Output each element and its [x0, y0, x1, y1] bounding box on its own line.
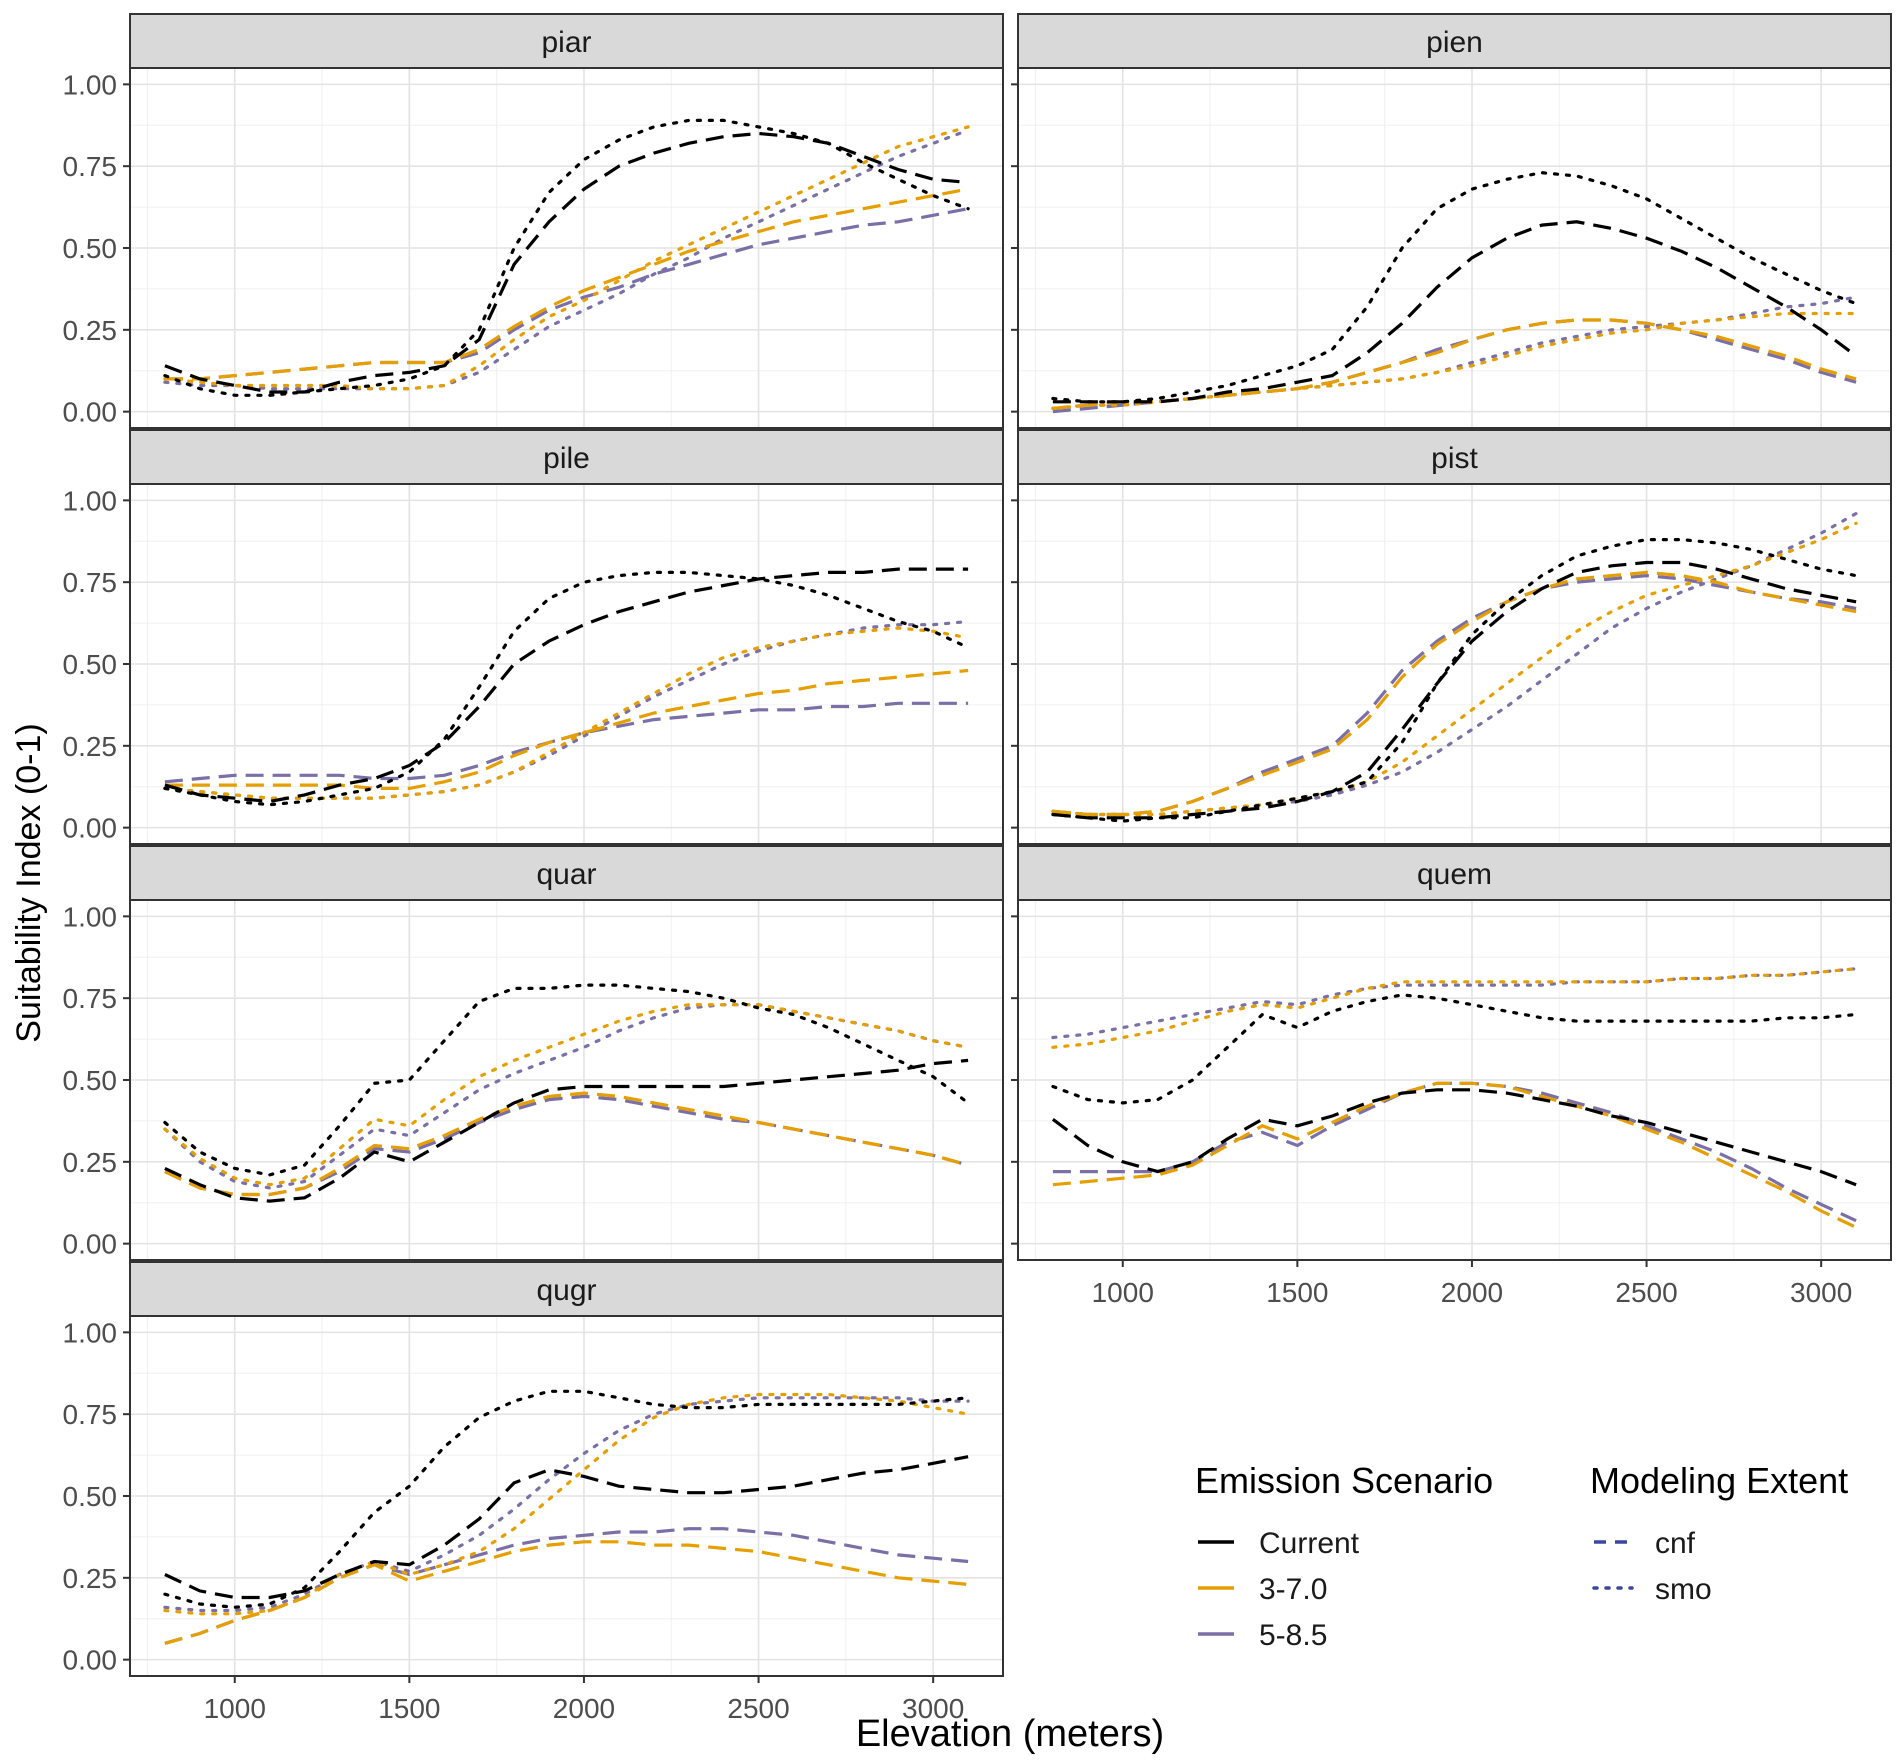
- x-tick-label: 3000: [902, 1693, 964, 1724]
- y-tick-label: 0.50: [63, 1481, 118, 1512]
- series-line-370-smo: [163, 125, 970, 391]
- series-line-Current-smo: [163, 118, 970, 397]
- panel-title: pist: [1431, 442, 1478, 475]
- series-line-370-smo: [1051, 311, 1858, 410]
- y-tick-label: 0.25: [63, 1563, 118, 1594]
- series-line-370-smo: [1051, 521, 1858, 817]
- y-tick-label: 1.00: [63, 69, 118, 100]
- series-line-370-cnf: [1052, 318, 1857, 410]
- series-line-Current-smo: [1051, 171, 1858, 404]
- legend-label: 5-8.5: [1259, 1619, 1327, 1652]
- y-axis-title: Suitability Index (0-1): [10, 723, 48, 1042]
- series-line-585-smo: [1051, 967, 1858, 1040]
- series-line-585-smo: [163, 1003, 970, 1190]
- series-line-Current-smo: [163, 1389, 970, 1609]
- panel-title: piar: [541, 26, 591, 59]
- series-line-585-cnf: [164, 207, 969, 381]
- series-line-585-smo: [163, 1396, 970, 1613]
- series-line-Current-smo: [163, 983, 970, 1177]
- legend-label: 3-7.0: [1259, 1573, 1327, 1606]
- series-line-370-cnf: [164, 187, 969, 381]
- series-line-Current-cnf: [1052, 560, 1857, 820]
- panel-title: pien: [1426, 26, 1483, 59]
- legend-label: cnf: [1655, 1527, 1696, 1560]
- y-tick-label: 0.75: [63, 983, 118, 1014]
- y-tick-label: 1.00: [63, 1317, 118, 1348]
- panel-strip: [1017, 429, 1892, 485]
- panel-strip: [129, 429, 1004, 485]
- series-line-Current-smo: [1051, 993, 1858, 1105]
- series-line-370-cnf: [1052, 570, 1857, 817]
- panel-title: quar: [536, 858, 596, 891]
- series-line-585-smo: [163, 128, 970, 391]
- y-tick-label: 0.00: [63, 397, 118, 428]
- x-tick-label: 2000: [1441, 1277, 1503, 1308]
- series-line-370-cnf: [164, 668, 969, 790]
- legend-label: smo: [1655, 1573, 1712, 1606]
- panel-title: qugr: [536, 1274, 596, 1307]
- series-line-370-smo: [163, 1392, 970, 1616]
- panel-title: pile: [543, 442, 590, 475]
- x-tick-label: 2000: [553, 1693, 615, 1724]
- legend: Emission Scenario Modeling Extent Curren…: [1195, 1460, 1848, 1652]
- y-tick-label: 0.50: [63, 649, 118, 680]
- y-tick-label: 0.75: [63, 567, 118, 598]
- y-tick-label: 0.00: [63, 813, 118, 844]
- series-line-Current-cnf: [164, 1058, 969, 1203]
- x-tick-label: 2500: [727, 1693, 789, 1724]
- panel-title: quem: [1417, 858, 1492, 891]
- y-tick-label: 0.25: [63, 731, 118, 762]
- x-tick-label: 2500: [1615, 1277, 1677, 1308]
- x-tick-label: 3000: [1790, 1277, 1852, 1308]
- y-tick-label: 0.50: [63, 1065, 118, 1096]
- panel-qugr: qugr 0.00 0.25 0.50 0.75 1.00 1000 1500 2000 2500…: [63, 1261, 1004, 1724]
- legend-scenario-title: Emission Scenario: [1195, 1460, 1493, 1501]
- y-tick-label: 0.75: [63, 151, 118, 182]
- series-line-Current-smo: [163, 570, 970, 807]
- panel-quem: quem 1000 1500 2000 2500 3000: [1011, 845, 1892, 1308]
- series-line-Current-cnf: [164, 131, 969, 394]
- panel-pist: pist: [1011, 429, 1892, 845]
- y-tick-label: 0.50: [63, 233, 118, 264]
- series-line-370-smo: [1051, 967, 1858, 1049]
- panel-strip: [129, 13, 1004, 69]
- series-line-Current-cnf: [164, 567, 969, 804]
- x-tick-label: 1500: [1266, 1277, 1328, 1308]
- panel-strip: [129, 845, 1004, 901]
- y-tick-label: 0.25: [63, 1147, 118, 1178]
- series-line-370-cnf: [164, 1091, 969, 1197]
- legend-label: Current: [1259, 1527, 1360, 1560]
- series-line-Current-cnf: [164, 1455, 969, 1600]
- panel-piar: piar 0.00 0.25 0.50 0.75 1.00: [63, 13, 1004, 429]
- x-axis-title: Elevation (meters): [856, 1713, 1164, 1755]
- x-tick-label: 1000: [1092, 1277, 1154, 1308]
- panel-pile: pile 0.00 0.25 0.50 0.75 1.00: [63, 429, 1004, 845]
- y-tick-label: 0.25: [63, 315, 118, 346]
- series-line-Current-smo: [1051, 538, 1858, 823]
- series-line-Current-cnf: [1052, 220, 1858, 404]
- y-tick-label: 1.00: [63, 485, 118, 516]
- x-tick-label: 1500: [378, 1693, 440, 1724]
- panel-pien: pien: [1011, 13, 1892, 429]
- y-tick-label: 0.00: [63, 1229, 118, 1260]
- y-tick-label: 0.75: [63, 1399, 118, 1430]
- y-tick-label: 1.00: [63, 901, 118, 932]
- x-tick-label: 1000: [204, 1693, 266, 1724]
- y-tick-label: 0.00: [63, 1645, 118, 1676]
- panel-strip: [1017, 13, 1892, 69]
- series-line-370-smo: [163, 626, 970, 800]
- panel-strip: [129, 1261, 1004, 1317]
- panel-quar: quar 0.00 0.25 0.50 0.75 1.00: [63, 845, 1004, 1261]
- series-line-Current-cnf: [1051, 1088, 1857, 1187]
- series-line-370-cnf: [1052, 1081, 1857, 1229]
- legend-extent-title: Modeling Extent: [1590, 1460, 1848, 1501]
